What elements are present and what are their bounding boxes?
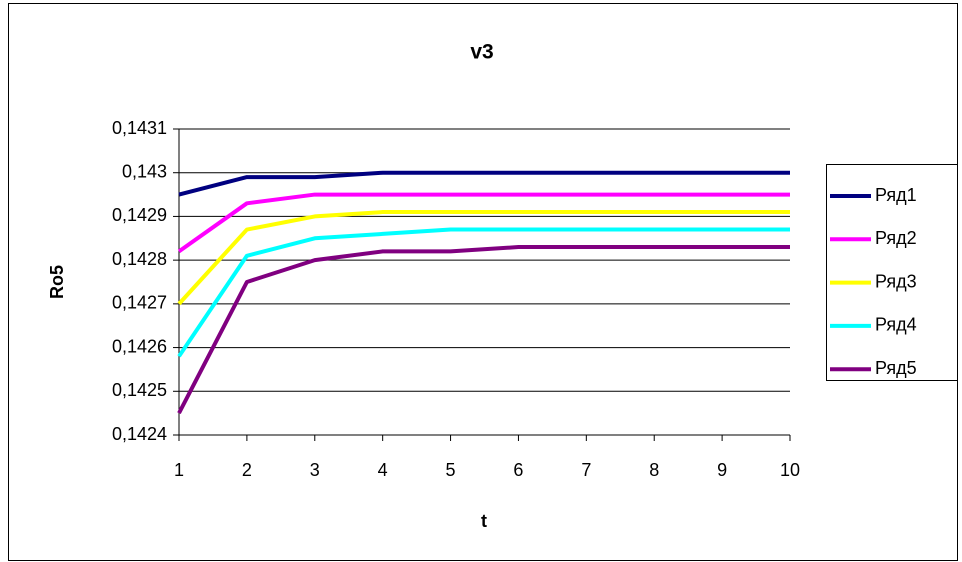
x-tick-label: 3 — [310, 460, 320, 480]
legend-label: Ряд1 — [875, 185, 917, 205]
x-tick-label: 2 — [242, 460, 252, 480]
legend — [826, 164, 958, 381]
x-tick-label: 6 — [513, 460, 523, 480]
y-tick-label: 0,1425 — [112, 380, 167, 400]
y-tick-label: 0,1426 — [112, 336, 167, 356]
x-tick-label: 9 — [717, 460, 727, 480]
x-tick-label: 1 — [174, 460, 184, 480]
chart-frame — [8, 3, 958, 561]
legend-label: Ряд4 — [875, 315, 917, 335]
y-tick-label: 0,1427 — [112, 293, 167, 313]
y-axis-label: Ro5 — [47, 265, 67, 299]
y-tick-label: 0,1429 — [112, 205, 167, 225]
chart-title: v3 — [470, 41, 493, 64]
y-tick-label: 0,1431 — [112, 118, 167, 138]
x-tick-label: 7 — [581, 460, 591, 480]
x-tick-label: 10 — [780, 460, 800, 480]
y-tick-label: 0,143 — [122, 161, 167, 181]
legend-label: Ряд3 — [875, 271, 917, 291]
series-line — [177, 227, 790, 358]
y-tick-label: 0,1428 — [112, 249, 167, 269]
y-tick-label: 0,1424 — [112, 424, 167, 444]
x-tick-label: 4 — [378, 460, 388, 480]
series-line — [177, 245, 790, 415]
x-tick-label: 5 — [446, 460, 456, 480]
x-tick-label: 8 — [649, 460, 659, 480]
series-line — [177, 192, 790, 254]
series-line — [178, 170, 790, 197]
x-axis-label: t — [481, 511, 487, 531]
legend-label: Ряд2 — [875, 228, 917, 248]
series-line — [177, 210, 790, 306]
legend-label: Ряд5 — [875, 358, 917, 378]
